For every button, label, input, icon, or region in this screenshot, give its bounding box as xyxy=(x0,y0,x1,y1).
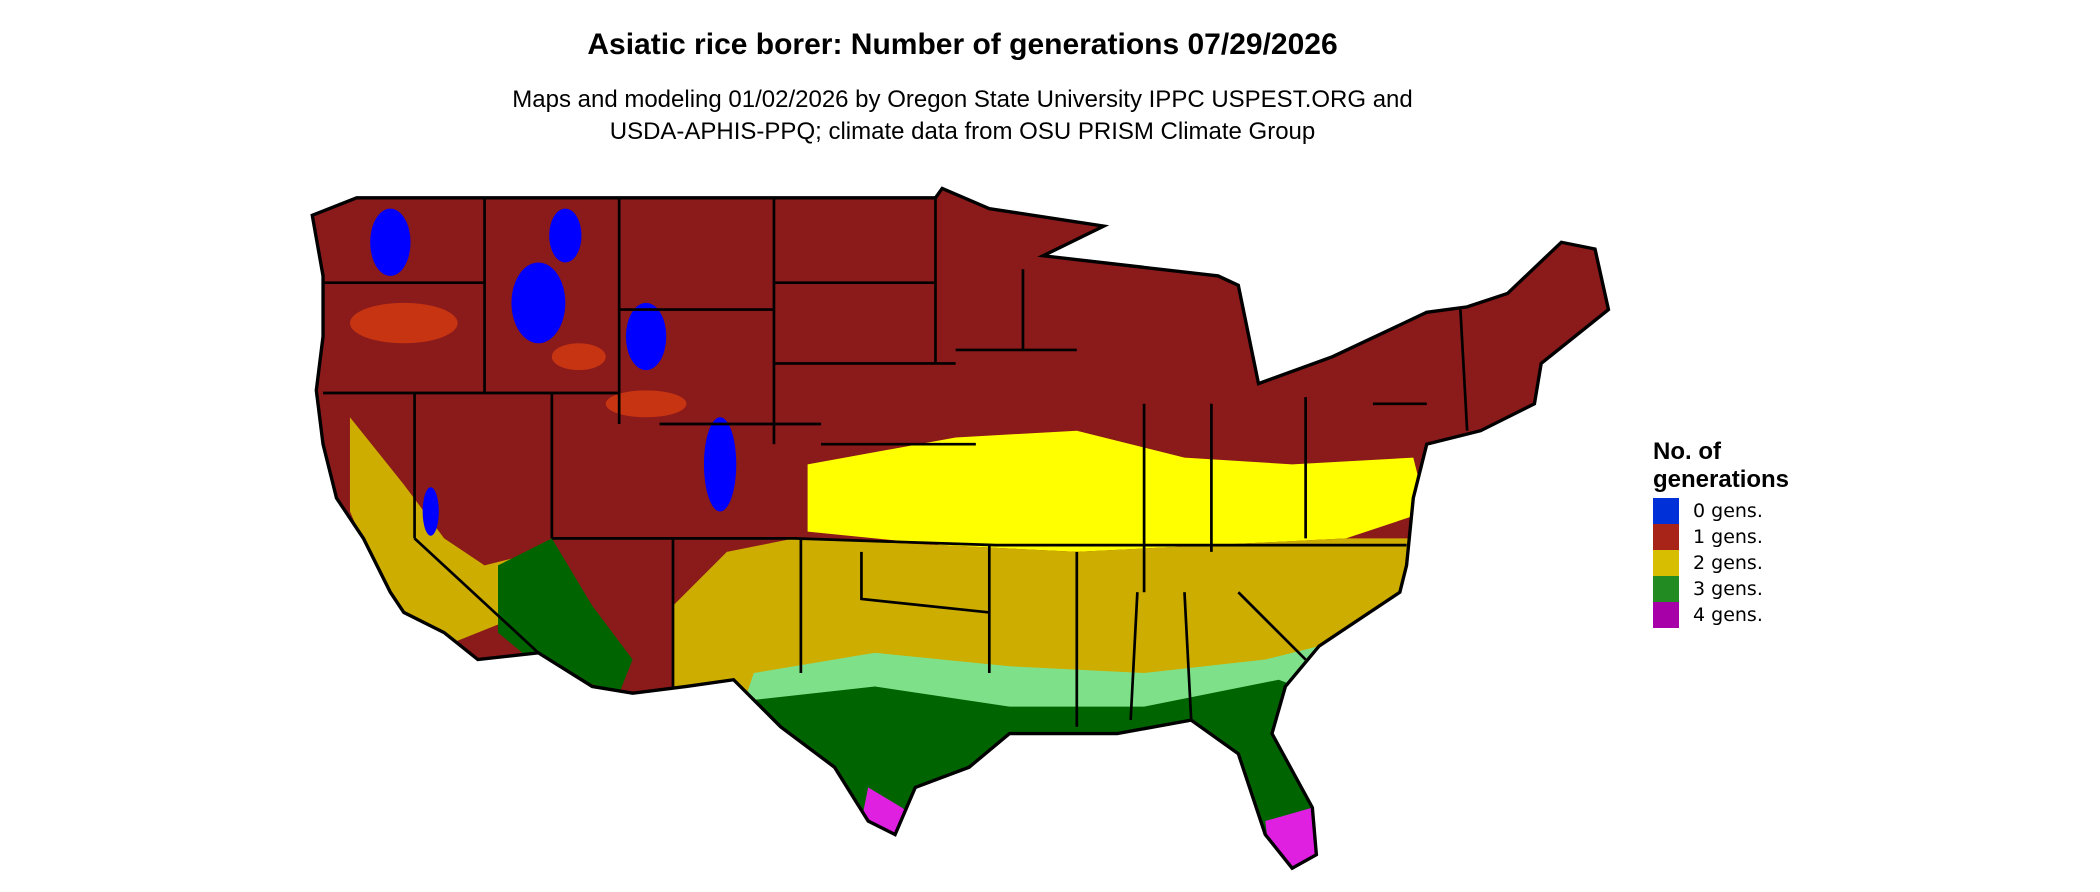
legend-label: 4 gens. xyxy=(1693,604,1763,626)
legend-item-1: 1 gens. xyxy=(1653,524,1823,550)
legend-item-2: 2 gens. xyxy=(1653,550,1823,576)
legend-label: 3 gens. xyxy=(1693,578,1763,600)
legend-item-3: 3 gens. xyxy=(1653,576,1823,602)
map-subtitle-line1: Maps and modeling 01/02/2026 by Oregon S… xyxy=(512,86,1413,113)
region-zero-gen xyxy=(370,208,737,536)
legend-item-0: 0 gens. xyxy=(1653,498,1823,524)
legend-item-4: 4 gens. xyxy=(1653,602,1823,628)
region-three-gen xyxy=(726,679,1333,869)
legend-label: 1 gens. xyxy=(1693,526,1763,548)
legend-swatch-0 xyxy=(1653,498,1679,524)
region-one-gen-high xyxy=(349,302,687,418)
region-two-gen-west xyxy=(349,417,539,647)
state-borders xyxy=(310,186,1611,871)
map-title: Asiatic rice borer: Number of generation… xyxy=(587,28,1338,61)
legend-swatch-3 xyxy=(1653,576,1679,602)
legend: No. of generations 0 gens. 1 gens. 2 gen… xyxy=(1653,438,1823,628)
legend-title: No. of generations xyxy=(1653,438,1790,493)
legend-swatch-1 xyxy=(1653,524,1679,550)
map-subtitle-line2: USDA-APHIS-PPQ; climate data from OSU PR… xyxy=(609,118,1316,145)
legend-swatch-2 xyxy=(1653,550,1679,576)
legend-label: 0 gens. xyxy=(1693,500,1763,522)
region-two-gen-low xyxy=(807,430,1427,552)
legend-label: 2 gens. xyxy=(1693,552,1763,574)
legend-swatch-4 xyxy=(1653,602,1679,628)
